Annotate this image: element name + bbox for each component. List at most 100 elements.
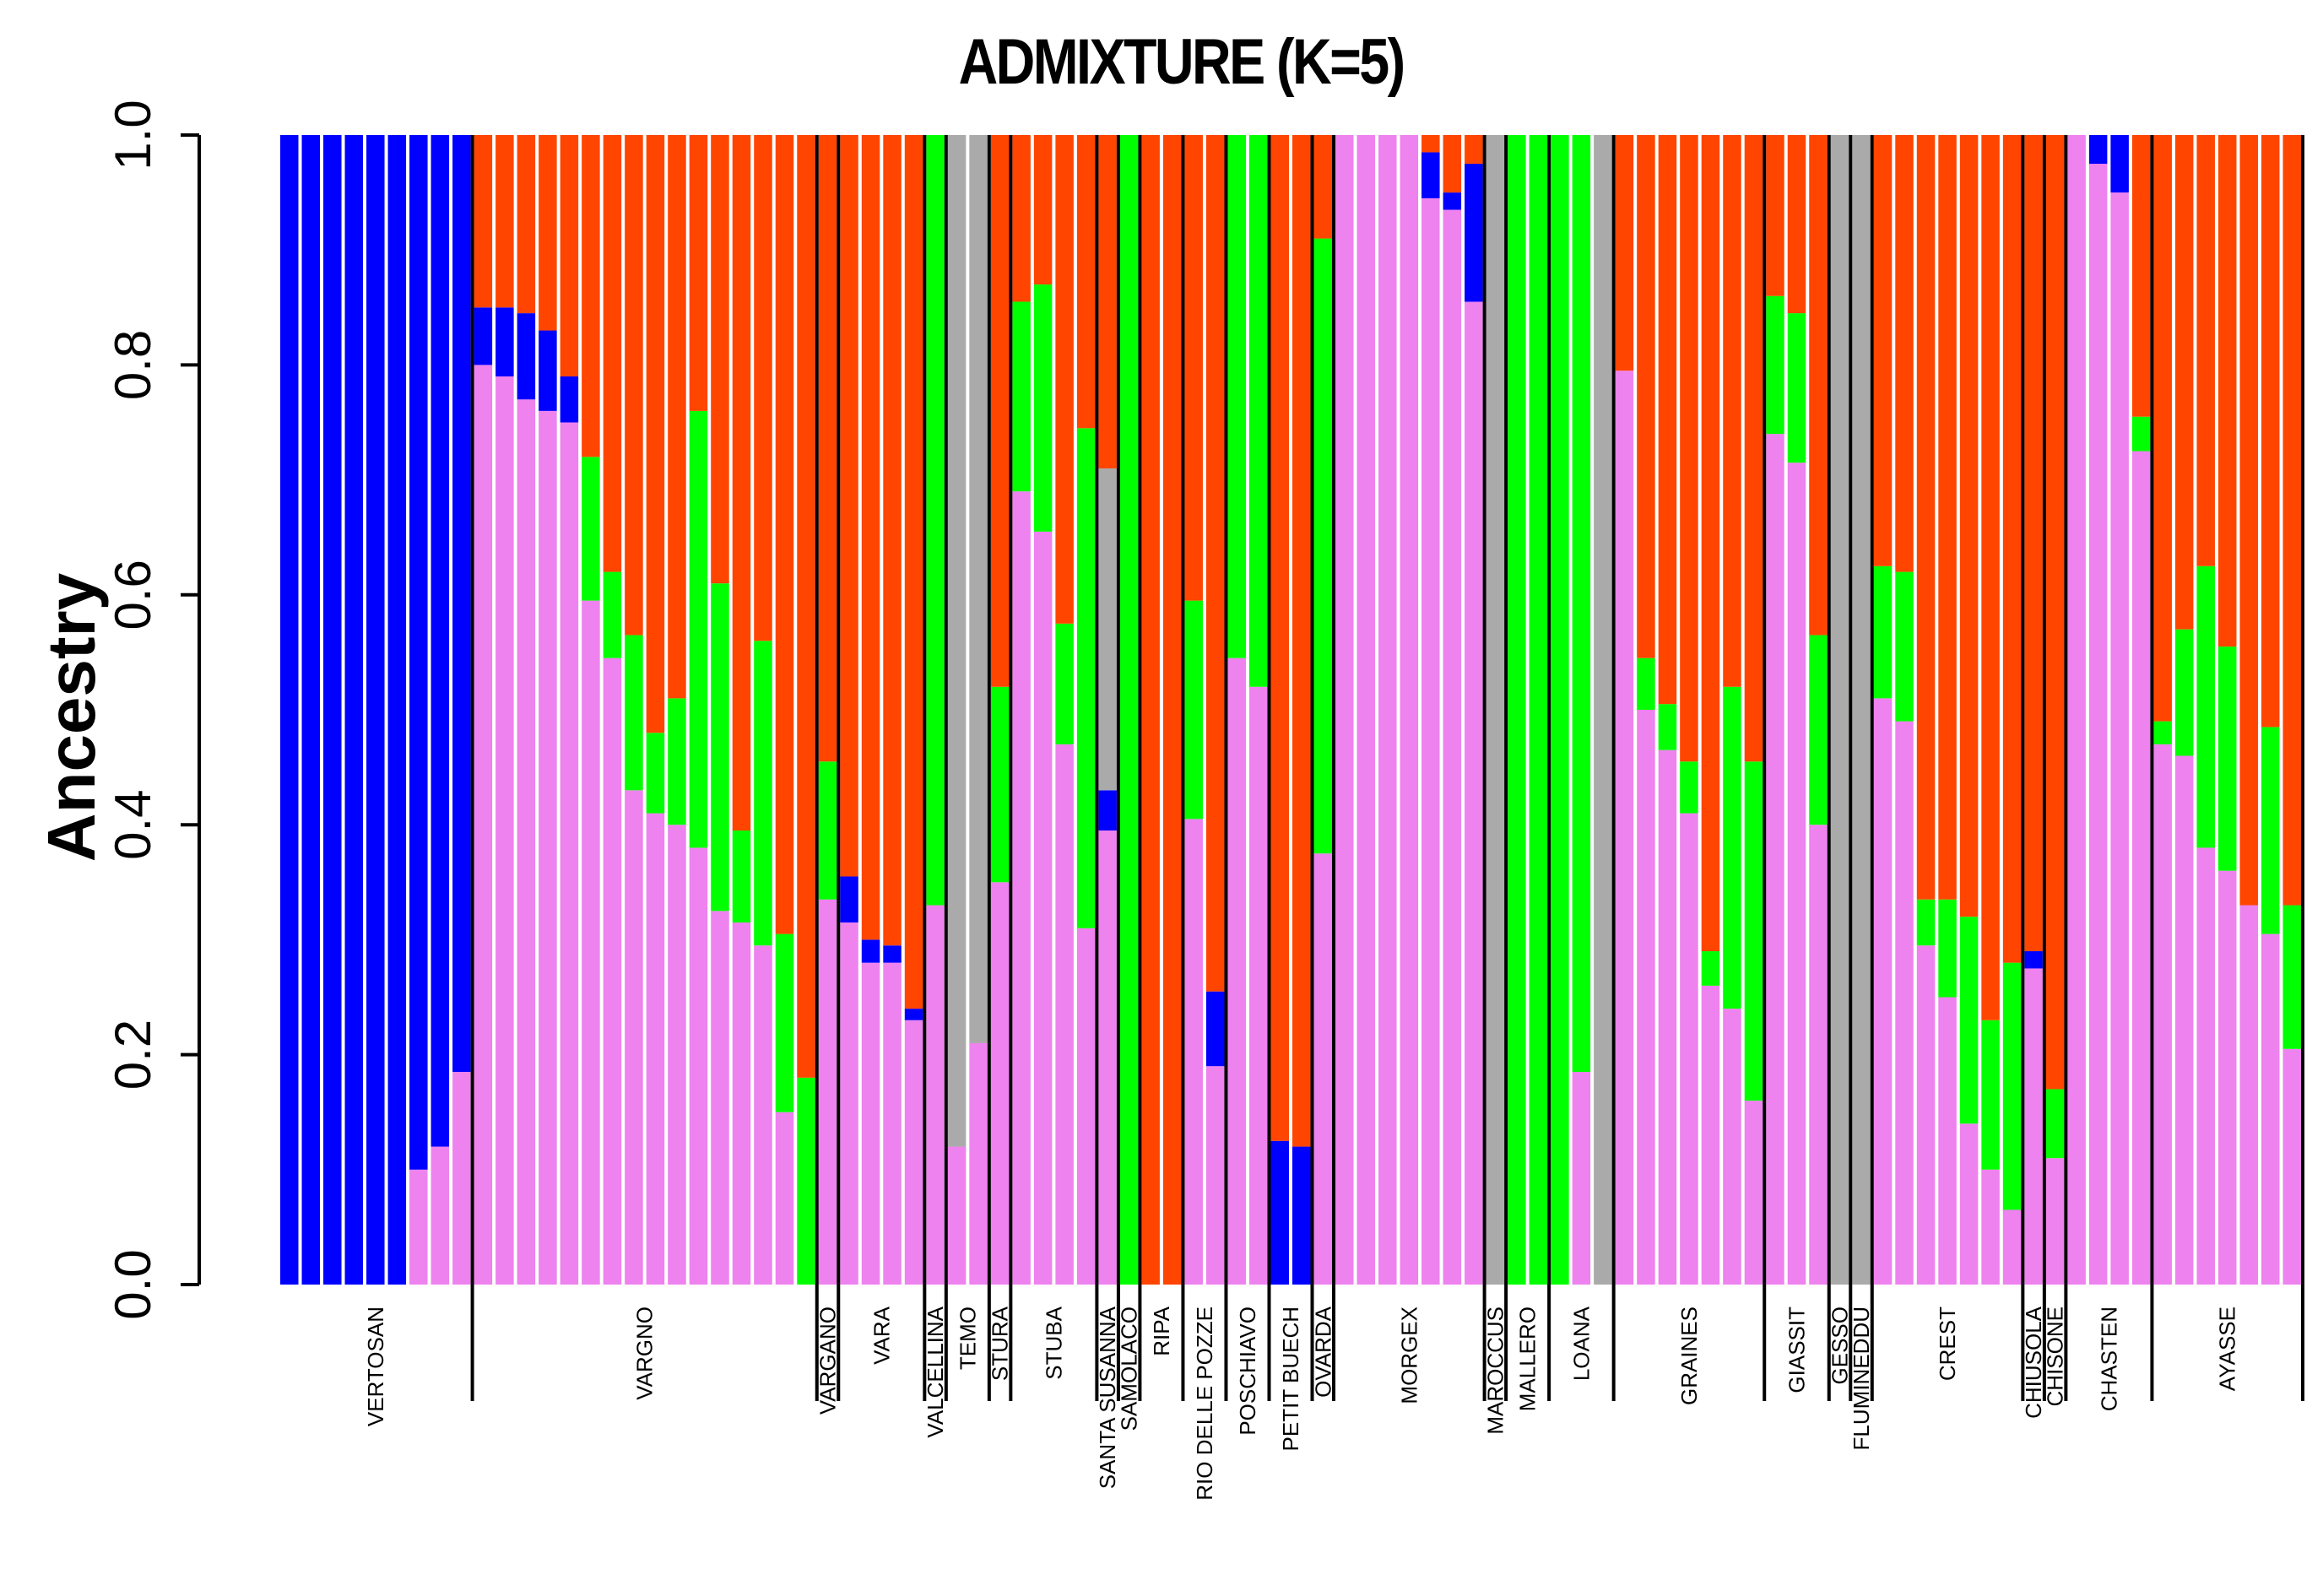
orange-segment: [560, 135, 579, 377]
pink-segment: [1658, 749, 1677, 1285]
gray-segment: [1594, 135, 1612, 1285]
population-label: SAMOLACO: [1117, 1307, 1142, 1431]
individual-bar: [1916, 135, 1936, 1285]
gray-segment: [947, 135, 967, 1147]
individual-bar: [430, 135, 450, 1285]
individual-bar: [1938, 135, 1957, 1285]
individual-bar: [2131, 135, 2151, 1285]
individual-bar: [1335, 135, 1354, 1285]
population-label: LOANA: [1568, 1306, 1594, 1381]
individual-bar: [1184, 135, 1203, 1285]
population-label: VALCELLINA: [923, 1306, 948, 1437]
individual-bar: [1205, 135, 1225, 1285]
green-segment: [2217, 647, 2237, 871]
pink-segment: [1421, 197, 1440, 1285]
pink-segment: [2131, 451, 2151, 1285]
individual-bar: [1465, 135, 1483, 1285]
pink-segment: [947, 1146, 967, 1285]
orange-segment: [2131, 135, 2151, 417]
green-segment: [1701, 951, 1720, 986]
pink-segment: [926, 905, 945, 1285]
orange-segment: [861, 135, 880, 940]
green-segment: [2196, 565, 2215, 848]
orange-segment: [1723, 135, 1741, 687]
individual-bar: [1572, 135, 1591, 1285]
pink-segment: [1916, 945, 1936, 1285]
orange-segment: [1981, 135, 2000, 1020]
pink-segment: [582, 600, 600, 1285]
pink-segment: [1184, 819, 1203, 1285]
orange-segment: [1895, 135, 1914, 572]
individual-bar: [1443, 135, 1462, 1285]
population-label: STUBA: [1041, 1306, 1066, 1379]
individual-bar: [1615, 135, 1634, 1285]
individual-bar: [2067, 135, 2086, 1285]
green-segment: [754, 641, 772, 946]
green-segment: [775, 933, 794, 1112]
blue-segment: [1205, 991, 1225, 1067]
green-segment: [1012, 301, 1031, 492]
individual-bar: [689, 135, 708, 1285]
green-segment: [2045, 1089, 2065, 1159]
pink-segment: [904, 1020, 923, 1285]
blue-segment: [1421, 152, 1440, 198]
green-segment: [1508, 135, 1526, 1285]
individual-bar: [1055, 135, 1074, 1285]
individual-bar: [2110, 135, 2129, 1285]
individual-bar: [1508, 135, 1526, 1285]
population-label: MAROCCUS: [1482, 1307, 1508, 1435]
blue-segment: [344, 135, 364, 1285]
orange-segment: [818, 135, 837, 762]
green-segment: [1787, 313, 1806, 463]
orange-segment: [1141, 135, 1160, 1285]
population-label: RIO DELLE POZZE: [1192, 1307, 1217, 1501]
individual-bar: [1356, 135, 1376, 1285]
individual-bar: [969, 135, 988, 1285]
individual-bar: [1248, 135, 1268, 1285]
pink-segment: [732, 922, 751, 1285]
green-segment: [1766, 295, 1784, 435]
pink-segment: [2174, 755, 2194, 1285]
individual-bar: [1313, 135, 1333, 1285]
individual-bar: [1637, 135, 1655, 1285]
individual-bar: [1723, 135, 1741, 1285]
orange-segment: [1421, 135, 1440, 153]
blue-segment: [2088, 135, 2108, 165]
individual-bar: [2045, 135, 2065, 1285]
pink-segment: [818, 899, 837, 1285]
pink-segment: [430, 1146, 450, 1285]
green-segment: [1680, 761, 1698, 814]
pink-segment: [646, 813, 665, 1285]
population-label: CHASTEN: [2096, 1307, 2121, 1411]
orange-segment: [1465, 135, 1483, 165]
orange-segment: [1873, 135, 1893, 566]
green-segment: [646, 733, 665, 814]
orange-segment: [603, 135, 622, 572]
green-segment: [1572, 135, 1591, 1073]
individual-bar: [366, 135, 385, 1285]
individual-bar: [560, 135, 579, 1285]
pink-segment: [1895, 721, 1914, 1285]
green-segment: [2282, 905, 2301, 1049]
orange-segment: [1270, 135, 1289, 1141]
orange-segment: [1033, 135, 1053, 285]
individual-bar: [2088, 135, 2108, 1285]
green-segment: [1529, 135, 1548, 1285]
individual-bar: [1378, 135, 1397, 1285]
pink-segment: [1938, 997, 1957, 1285]
individual-bar: [1551, 135, 1569, 1285]
blue-segment: [904, 1009, 923, 1020]
pink-segment: [1356, 135, 1376, 1285]
blue-segment: [1292, 1146, 1311, 1285]
population-label: SANTA SUSANNA: [1095, 1306, 1120, 1489]
individual-bar: [387, 135, 407, 1285]
pink-segment: [2024, 968, 2043, 1285]
orange-segment: [990, 135, 1010, 687]
individual-bar: [2282, 135, 2301, 1285]
individual-bar: [754, 135, 772, 1285]
orange-segment: [2261, 135, 2280, 728]
orange-segment: [1959, 135, 1979, 917]
orange-segment: [1938, 135, 1957, 900]
pink-segment: [1012, 491, 1031, 1285]
pink-segment: [1055, 744, 1074, 1285]
